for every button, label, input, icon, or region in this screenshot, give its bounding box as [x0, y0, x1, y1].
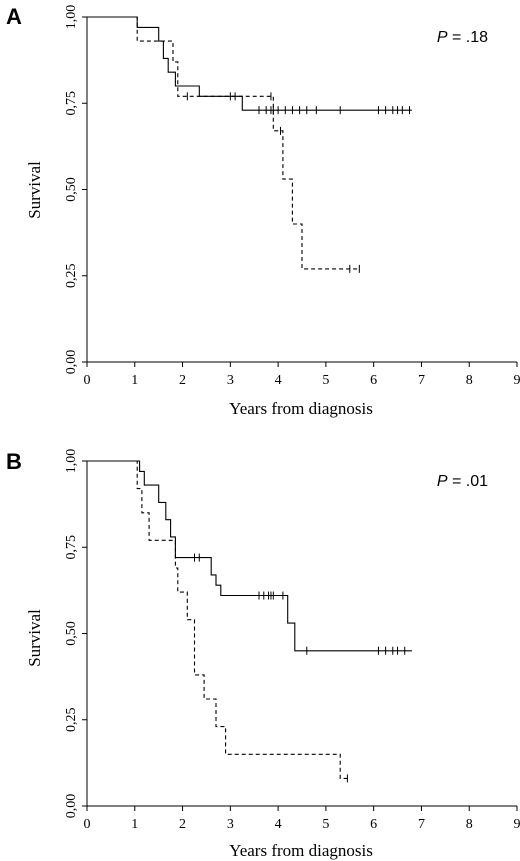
axes: 0 1 2 3 4 5 6 7 8 9 0,00 0,25 0,50 0,75 1,00: [64, 5, 520, 388]
y-tick-label: 0,50: [64, 177, 79, 202]
x-tick-label: 4: [275, 373, 282, 388]
x-tick-label: 8: [466, 373, 473, 388]
x-axis-title: Years from diagnosis: [229, 399, 373, 418]
solid-survival-curve: [87, 460, 412, 652]
y-tick-label: 0,50: [64, 621, 79, 646]
x-tick-label: 9: [514, 373, 520, 388]
y-tick-label: 0,25: [64, 708, 79, 733]
y-axis-title: Survival: [25, 609, 44, 667]
p-value: P = .18: [437, 29, 488, 46]
plot-area: [87, 460, 412, 783]
x-tick-label: 0: [84, 817, 91, 832]
panel-a: A P = .18 Survival Years from diagnosis …: [6, 4, 520, 418]
x-tick-label: 6: [370, 373, 377, 388]
panel-label: A: [6, 4, 22, 29]
y-tick-label: 0,75: [64, 535, 79, 560]
p-value: P = .01: [437, 473, 488, 490]
x-tick-label: 5: [322, 817, 329, 832]
x-tick-label: 0: [84, 373, 91, 388]
y-tick-label: 0,00: [64, 350, 79, 375]
y-tick-label: 0,75: [64, 91, 79, 116]
p-value-text: = .18: [448, 29, 489, 46]
p-value-symbol: P: [437, 473, 448, 490]
p-value-symbol: P: [437, 29, 448, 46]
x-tick-label: 5: [322, 373, 329, 388]
axes: 0 1 2 3 4 5 6 7 8 9 0,00 0,25 0,50 0,75 1,00: [64, 449, 520, 832]
p-value-text: = .01: [448, 473, 489, 490]
x-tick-label: 3: [227, 373, 234, 388]
x-tick-label: 9: [514, 817, 520, 832]
y-tick-label: 0,25: [64, 264, 79, 289]
y-tick-label: 1,00: [64, 5, 79, 30]
x-tick-label: 1: [131, 817, 138, 832]
y-tick-label: 0,00: [64, 794, 79, 819]
plot-area: [87, 16, 412, 273]
x-tick-label: 7: [418, 373, 425, 388]
panel-b: B P = .01 Survival Years from diagnosis …: [6, 449, 520, 860]
x-tick-label: 3: [227, 817, 234, 832]
panel-label: B: [6, 449, 22, 474]
x-tick-label: 7: [418, 817, 425, 832]
x-tick-label: 4: [275, 817, 282, 832]
x-tick-label: 6: [370, 817, 377, 832]
y-axis-title: Survival: [25, 161, 44, 219]
dashed-survival-curve: [87, 16, 360, 270]
y-tick-label: 1,00: [64, 449, 79, 474]
x-tick-label: 2: [179, 817, 186, 832]
x-tick-label: 1: [131, 373, 138, 388]
x-axis-title: Years from diagnosis: [229, 841, 373, 860]
x-tick-label: 8: [466, 817, 473, 832]
dashed-survival-curve: [87, 460, 348, 779]
x-tick-label: 2: [179, 373, 186, 388]
